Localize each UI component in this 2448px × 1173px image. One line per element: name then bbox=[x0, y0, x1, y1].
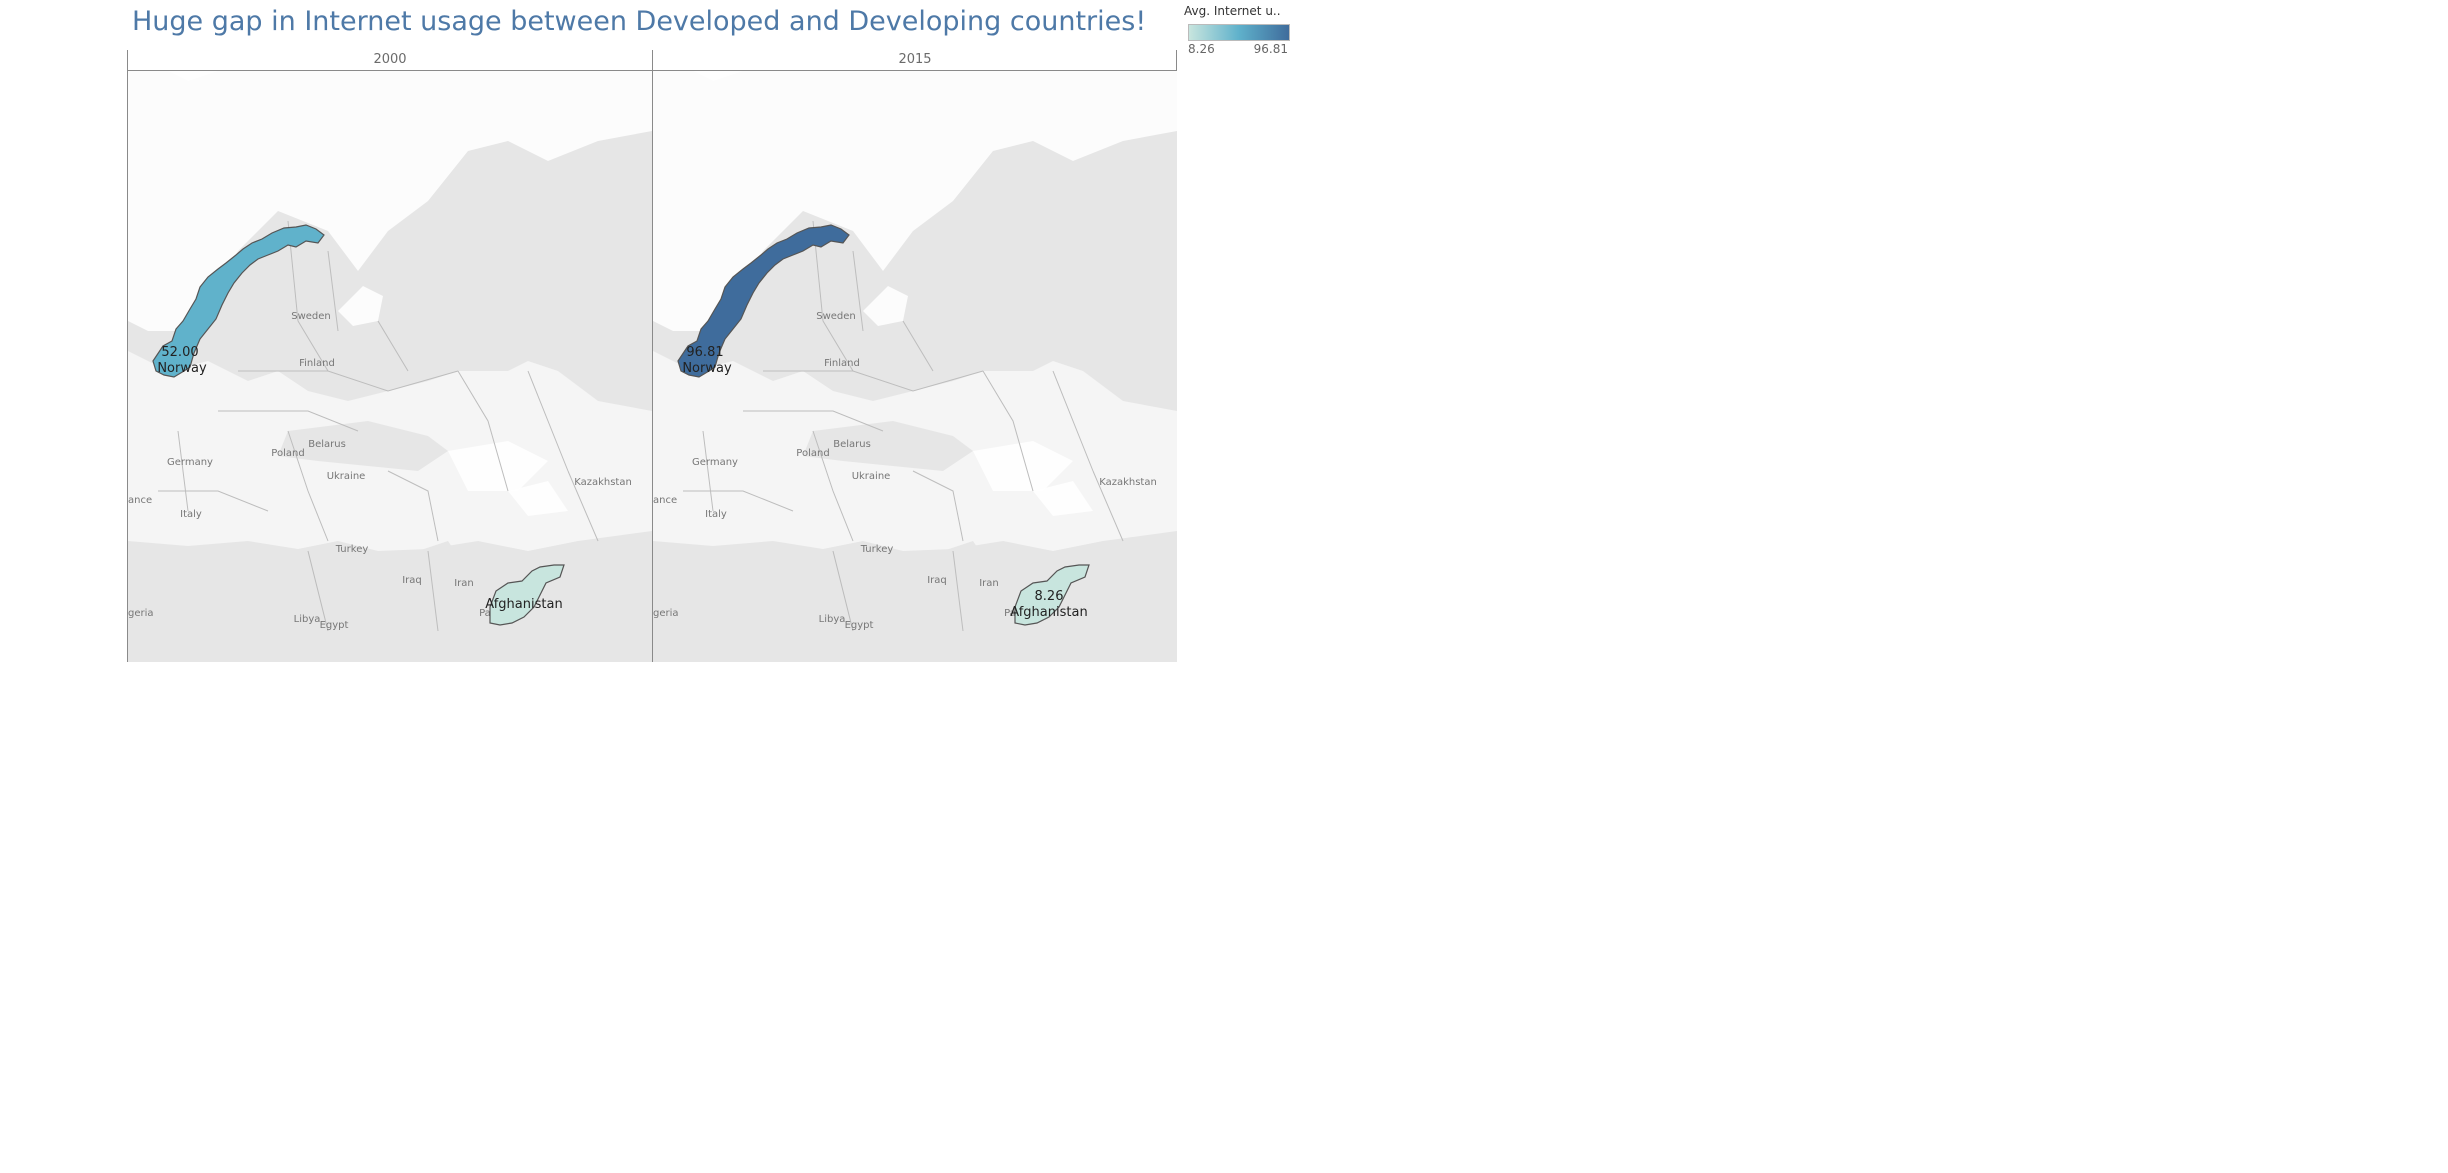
norway-shape bbox=[677, 224, 850, 378]
country-label-poland: Poland bbox=[796, 448, 829, 459]
country-label-italy: Italy bbox=[180, 509, 202, 520]
country-border bbox=[812, 220, 854, 372]
country-label-iran: Iran bbox=[454, 578, 474, 589]
norway-shape bbox=[152, 224, 325, 378]
country-label-egypt: Egypt bbox=[320, 620, 349, 631]
map-panel-2000[interactable]: 2000 Sweden Finland Poland Belarus Germany Uk… bbox=[128, 50, 652, 662]
country-label-libya: Libya bbox=[819, 614, 846, 625]
water-body bbox=[338, 286, 383, 326]
country-label-geria: geria bbox=[653, 608, 679, 619]
country-border bbox=[763, 370, 984, 392]
color-legend: Avg. Internet u.. 8.26 96.81 bbox=[1176, 2, 1296, 62]
legend-title: Avg. Internet u.. bbox=[1184, 4, 1281, 18]
country-border bbox=[327, 250, 339, 332]
norway-name-label: Norway bbox=[682, 361, 732, 376]
panel-header-2015: 2015 bbox=[653, 50, 1177, 71]
land-mass bbox=[803, 421, 973, 471]
afghanistan-name-label: Afghanistan bbox=[1010, 605, 1087, 620]
map-panel-2015[interactable]: 2015 Sweden Finland Poland Belarus Germany Uk… bbox=[652, 50, 1177, 662]
country-border bbox=[1052, 370, 1094, 472]
country-label-turkey: Turkey bbox=[335, 544, 369, 555]
country-label-egypt: Egypt bbox=[845, 620, 874, 631]
land-mass bbox=[128, 531, 652, 662]
country-border bbox=[1092, 470, 1124, 542]
country-border bbox=[702, 430, 714, 512]
country-border bbox=[912, 470, 964, 542]
water-body bbox=[653, 71, 1177, 331]
country-label-turkey: Turkey bbox=[860, 544, 894, 555]
panel-header-2000: 2000 bbox=[128, 50, 652, 71]
country-label-iran: Iran bbox=[979, 578, 999, 589]
country-label-belarus: Belarus bbox=[308, 439, 346, 450]
land-mass bbox=[388, 541, 468, 591]
country-border bbox=[377, 320, 409, 372]
country-border bbox=[307, 550, 329, 632]
country-border bbox=[287, 220, 329, 372]
legend-min-label: 8.26 bbox=[1188, 42, 1215, 56]
country-border bbox=[158, 490, 269, 512]
country-border bbox=[743, 410, 884, 432]
country-border bbox=[387, 470, 439, 542]
country-label-iraq: Iraq bbox=[402, 575, 422, 586]
map-2015[interactable]: Sweden Finland Poland Belarus Germany Ukraine… bbox=[653, 71, 1177, 662]
country-label-italy: Italy bbox=[705, 509, 727, 520]
country-label-sweden: Sweden bbox=[291, 311, 331, 322]
country-label-kazakhstan: Kazakhstan bbox=[574, 477, 632, 488]
country-label-finland: Finland bbox=[824, 358, 860, 369]
country-label-libya: Libya bbox=[294, 614, 321, 625]
country-border bbox=[982, 370, 1034, 492]
country-border bbox=[567, 470, 599, 542]
country-border bbox=[238, 370, 459, 392]
country-border bbox=[457, 370, 509, 492]
water-body bbox=[1033, 481, 1093, 516]
country-border bbox=[287, 430, 329, 542]
country-label-iraq: Iraq bbox=[927, 575, 947, 586]
country-border bbox=[427, 550, 439, 632]
country-label-ukraine: Ukraine bbox=[852, 471, 891, 482]
land-mass bbox=[653, 531, 1177, 662]
afghanistan-name-label: Afghanistan bbox=[485, 597, 562, 612]
country-border bbox=[832, 550, 854, 632]
country-border bbox=[852, 250, 864, 332]
country-label-ance: ance bbox=[653, 495, 677, 506]
country-border bbox=[177, 430, 189, 512]
water-body bbox=[863, 286, 908, 326]
afghanistan-shape bbox=[489, 564, 565, 626]
country-label-ance: ance bbox=[128, 495, 152, 506]
norway-value-label: 52.00 bbox=[161, 345, 198, 360]
country-label-poland: Poland bbox=[271, 448, 304, 459]
country-label-finland: Finland bbox=[299, 358, 335, 369]
land-mass bbox=[913, 541, 993, 591]
norway-name-label: Norway bbox=[157, 361, 207, 376]
legend-max-label: 96.81 bbox=[1253, 42, 1288, 56]
country-label-sweden: Sweden bbox=[816, 311, 856, 322]
water-body bbox=[508, 481, 568, 516]
norway-value-label: 96.81 bbox=[686, 345, 723, 360]
country-border bbox=[812, 430, 854, 542]
water-body bbox=[973, 441, 1073, 491]
country-label-ukraine: Ukraine bbox=[327, 471, 366, 482]
afghanistan-shape bbox=[1014, 564, 1090, 626]
country-border bbox=[527, 370, 569, 472]
water-body bbox=[448, 441, 548, 491]
country-border bbox=[902, 320, 934, 372]
legend-gradient-bar bbox=[1188, 24, 1290, 41]
land-mass bbox=[278, 421, 448, 471]
country-label-germany: Germany bbox=[167, 457, 213, 468]
country-label-geria: geria bbox=[128, 608, 154, 619]
afghanistan-value-label: 8.26 bbox=[1035, 589, 1064, 604]
country-border bbox=[683, 490, 794, 512]
country-label-belarus: Belarus bbox=[833, 439, 871, 450]
country-label-kazakhstan: Kazakhstan bbox=[1099, 477, 1157, 488]
dashboard-title: Huge gap in Internet usage between Devel… bbox=[132, 6, 1147, 37]
country-label-germany: Germany bbox=[692, 457, 738, 468]
map-2000[interactable]: Sweden Finland Poland Belarus Germany Ukraine… bbox=[128, 71, 652, 662]
country-border bbox=[952, 550, 964, 632]
map-panels: 2000 Sweden Finland Poland Belarus Germany Uk… bbox=[127, 50, 1177, 662]
water-body bbox=[128, 71, 652, 331]
country-border bbox=[218, 410, 359, 432]
